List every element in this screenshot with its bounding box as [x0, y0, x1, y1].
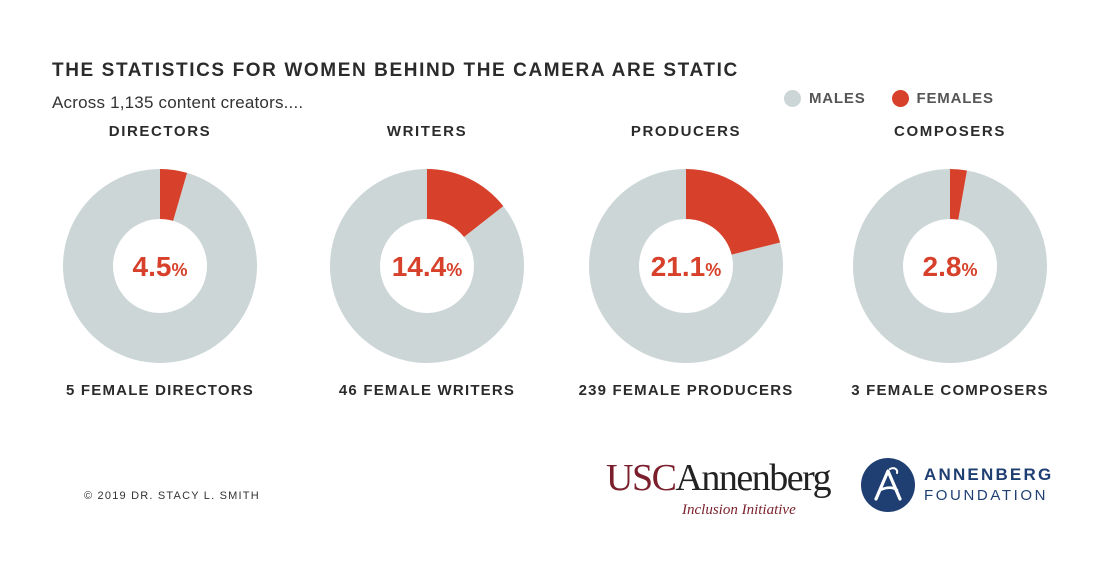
center-value-unit: % — [446, 260, 462, 280]
usc-logo-annenberg: Annenberg — [675, 457, 831, 499]
usc-logo-subtitle: Inclusion Initiative — [682, 502, 796, 518]
center-value-unit: % — [961, 260, 977, 280]
usc-logo-wordmark: USCAnnenberg — [606, 457, 832, 499]
annenberg-seal-icon — [861, 458, 915, 512]
donut-chart: 21.1% — [588, 169, 783, 363]
panel-caption: 5 FEMALE DIRECTORS — [65, 382, 254, 399]
chart-panel-composers: COMPOSERS 2.8% 3 FEMALE COMPOSERS — [835, 120, 1065, 399]
legend-item-males: MALES — [784, 90, 866, 107]
center-value-number: 2.8 — [923, 251, 962, 282]
chart-panel-writers: WRITERS 14.4% 46 FEMALE WRITERS — [312, 120, 542, 399]
legend-item-females: FEMALES — [891, 90, 994, 107]
panel-caption: 3 FEMALE COMPOSERS — [851, 382, 1049, 399]
center-value-number: 4.5 — [133, 251, 172, 282]
donut-hole — [113, 219, 207, 313]
legend: MALES FEMALES — [784, 90, 1020, 107]
donut-hole — [639, 219, 733, 313]
chart-panel-producers: PRODUCERS 21.1% 239 FEMALE PRODUCERS — [571, 120, 801, 399]
usc-annenberg-logo: USCAnnenberg Inclusion Initiative — [606, 456, 846, 522]
chart-subtitle: Across 1,135 content creators.... — [52, 93, 304, 112]
legend-label-males: MALES — [809, 90, 866, 107]
center-value-unit: % — [705, 260, 721, 280]
usc-logo-usc: USC — [606, 457, 677, 499]
center-value-label: 21.1% — [651, 251, 722, 282]
legend-swatch-females — [891, 90, 909, 107]
panel-caption: 239 FEMALE PRODUCERS — [578, 382, 794, 399]
panel-caption: 46 FEMALE WRITERS — [338, 382, 516, 399]
foundation-logo-line2: FOUNDATION — [924, 487, 1049, 504]
foundation-logo-line1: ANNENBERG — [924, 465, 1054, 484]
panel-title: DIRECTORS — [108, 123, 212, 140]
legend-swatch-males — [784, 90, 801, 107]
center-value-number: 14.4 — [392, 251, 447, 282]
center-value-label: 4.5% — [133, 251, 188, 282]
panel-title: WRITERS — [386, 123, 468, 140]
donut-hole — [903, 219, 997, 313]
center-value-label: 2.8% — [923, 251, 978, 282]
center-value-number: 21.1 — [651, 251, 706, 282]
panel-title: COMPOSERS — [894, 123, 1006, 140]
chart-title: THE STATISTICS FOR WOMEN BEHIND THE CAME… — [52, 60, 739, 81]
chart-panel-directors: DIRECTORS 4.5% 5 FEMALE DIRECTORS — [45, 120, 275, 399]
legend-label-females: FEMALES — [916, 90, 994, 107]
annenberg-foundation-logo: ANNENBERG FOUNDATION — [860, 456, 1070, 516]
donut-chart: 14.4% — [329, 169, 524, 363]
copyright-notice: © 2019 DR. STACY L. SMITH — [84, 490, 260, 502]
donut-chart: 2.8% — [852, 169, 1047, 363]
donut-chart: 4.5% — [63, 169, 258, 363]
center-value-label: 14.4% — [392, 251, 463, 282]
center-value-unit: % — [171, 260, 187, 280]
donut-hole — [380, 219, 474, 313]
panel-title: PRODUCERS — [630, 123, 742, 140]
